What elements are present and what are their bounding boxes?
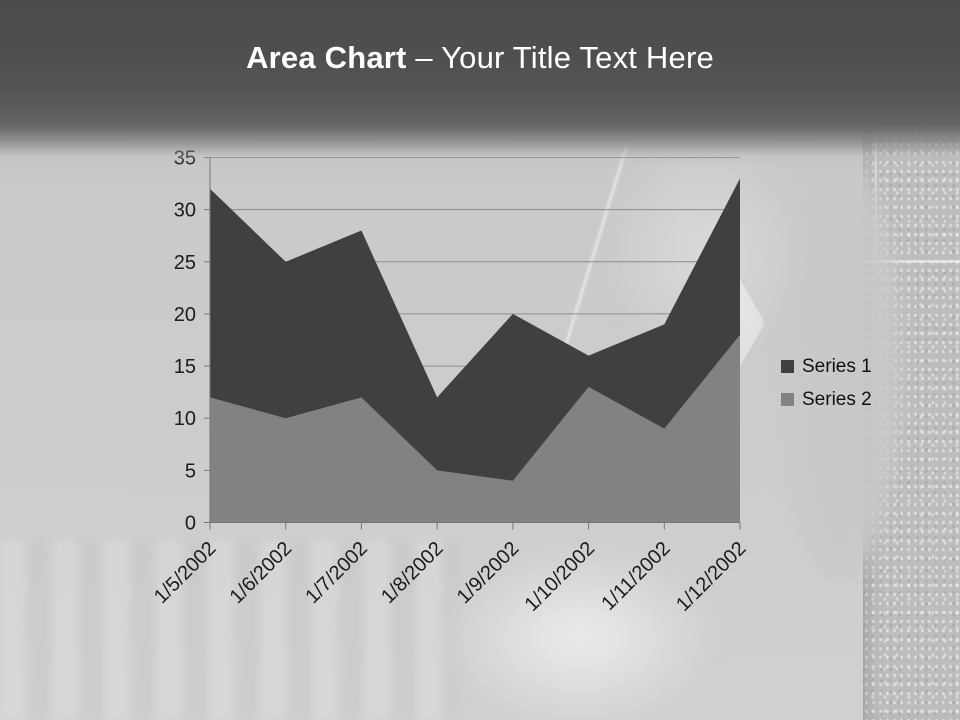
svg-text:20: 20 <box>174 304 196 326</box>
svg-text:0: 0 <box>185 513 196 535</box>
svg-text:10: 10 <box>174 408 196 430</box>
svg-text:1/8/2002: 1/8/2002 <box>377 537 448 608</box>
svg-text:35: 35 <box>174 148 196 170</box>
svg-text:25: 25 <box>174 252 196 274</box>
series2-swatch <box>781 393 794 406</box>
svg-text:1/7/2002: 1/7/2002 <box>301 537 372 608</box>
svg-text:1/12/2002: 1/12/2002 <box>672 537 750 615</box>
title-text-bold: Area Chart <box>246 40 407 75</box>
svg-text:1/11/2002: 1/11/2002 <box>597 537 674 614</box>
chart-legend: Series 1 Series 2 <box>781 357 872 409</box>
svg-text:30: 30 <box>174 200 196 222</box>
slide-title: Area Chart – Your Title Text Here <box>0 40 960 76</box>
legend-label: Series 2 <box>802 389 872 410</box>
legend-label: Series 1 <box>802 356 872 377</box>
svg-text:15: 15 <box>174 356 196 378</box>
series1-swatch <box>781 360 794 373</box>
svg-text:1/9/2002: 1/9/2002 <box>453 537 524 608</box>
svg-text:5: 5 <box>185 460 196 482</box>
legend-item: Series 1 <box>781 357 872 376</box>
legend-item: Series 2 <box>781 390 872 409</box>
title-text-regular: – Your Title Text Here <box>415 40 714 75</box>
svg-text:1/6/2002: 1/6/2002 <box>226 537 297 608</box>
svg-text:1/5/2002: 1/5/2002 <box>150 537 221 608</box>
svg-text:1/10/2002: 1/10/2002 <box>521 537 599 615</box>
